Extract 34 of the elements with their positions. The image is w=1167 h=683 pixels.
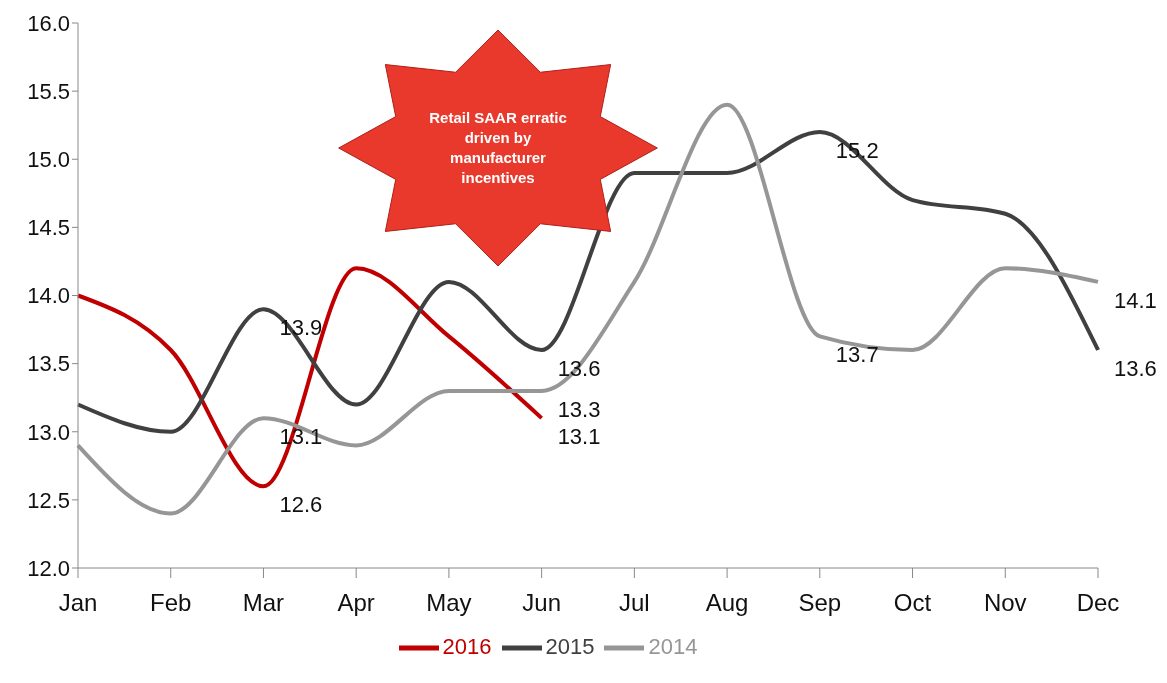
legend-label: 2015	[545, 633, 595, 659]
data-label: 13.6	[1114, 356, 1157, 381]
x-tick-label: Jun	[522, 589, 561, 617]
y-tick-label: 15.5	[27, 78, 70, 104]
y-tick-label: 12.5	[27, 487, 70, 513]
data-label: 13.7	[835, 342, 879, 368]
y-tick-label: 12.0	[27, 555, 70, 581]
y-tick-label: 13.5	[27, 351, 70, 377]
x-tick-label: Sep	[798, 589, 842, 617]
y-tick-label: 14.0	[27, 283, 70, 309]
legend-label: 2014	[648, 633, 698, 659]
line-series	[76, 266, 544, 489]
data-label: 14.1	[1114, 287, 1157, 313]
x-tick-label: Apr	[337, 589, 375, 617]
y-tick-label: 14.5	[27, 215, 70, 241]
legend-label: 2016	[442, 633, 492, 659]
data-label: 13.6	[557, 356, 601, 381]
x-tick-label: May	[426, 589, 472, 617]
x-tick-label: Jul	[619, 589, 650, 617]
data-label: 12.6	[279, 492, 323, 518]
x-tick-label: Oct	[893, 589, 932, 617]
x-tick-label: Feb	[150, 589, 192, 617]
line-series	[76, 102, 1100, 516]
y-tick-label: 16.0	[27, 10, 70, 36]
data-label: 13.3	[557, 396, 601, 422]
annotation: Retail SAAR erratic driven by manufacturer incentives	[428, 108, 568, 188]
y-tick-label: 13.0	[27, 419, 70, 445]
y-tick-label: 15.0	[27, 147, 70, 173]
x-tick-label: Jan	[58, 589, 98, 617]
x-tick-label: Dec	[1076, 589, 1120, 617]
data-label: 13.1	[557, 424, 601, 450]
x-tick-label: Mar	[242, 589, 285, 617]
x-tick-label: Aug	[705, 589, 749, 617]
x-tick-label: Nov	[983, 589, 1027, 617]
